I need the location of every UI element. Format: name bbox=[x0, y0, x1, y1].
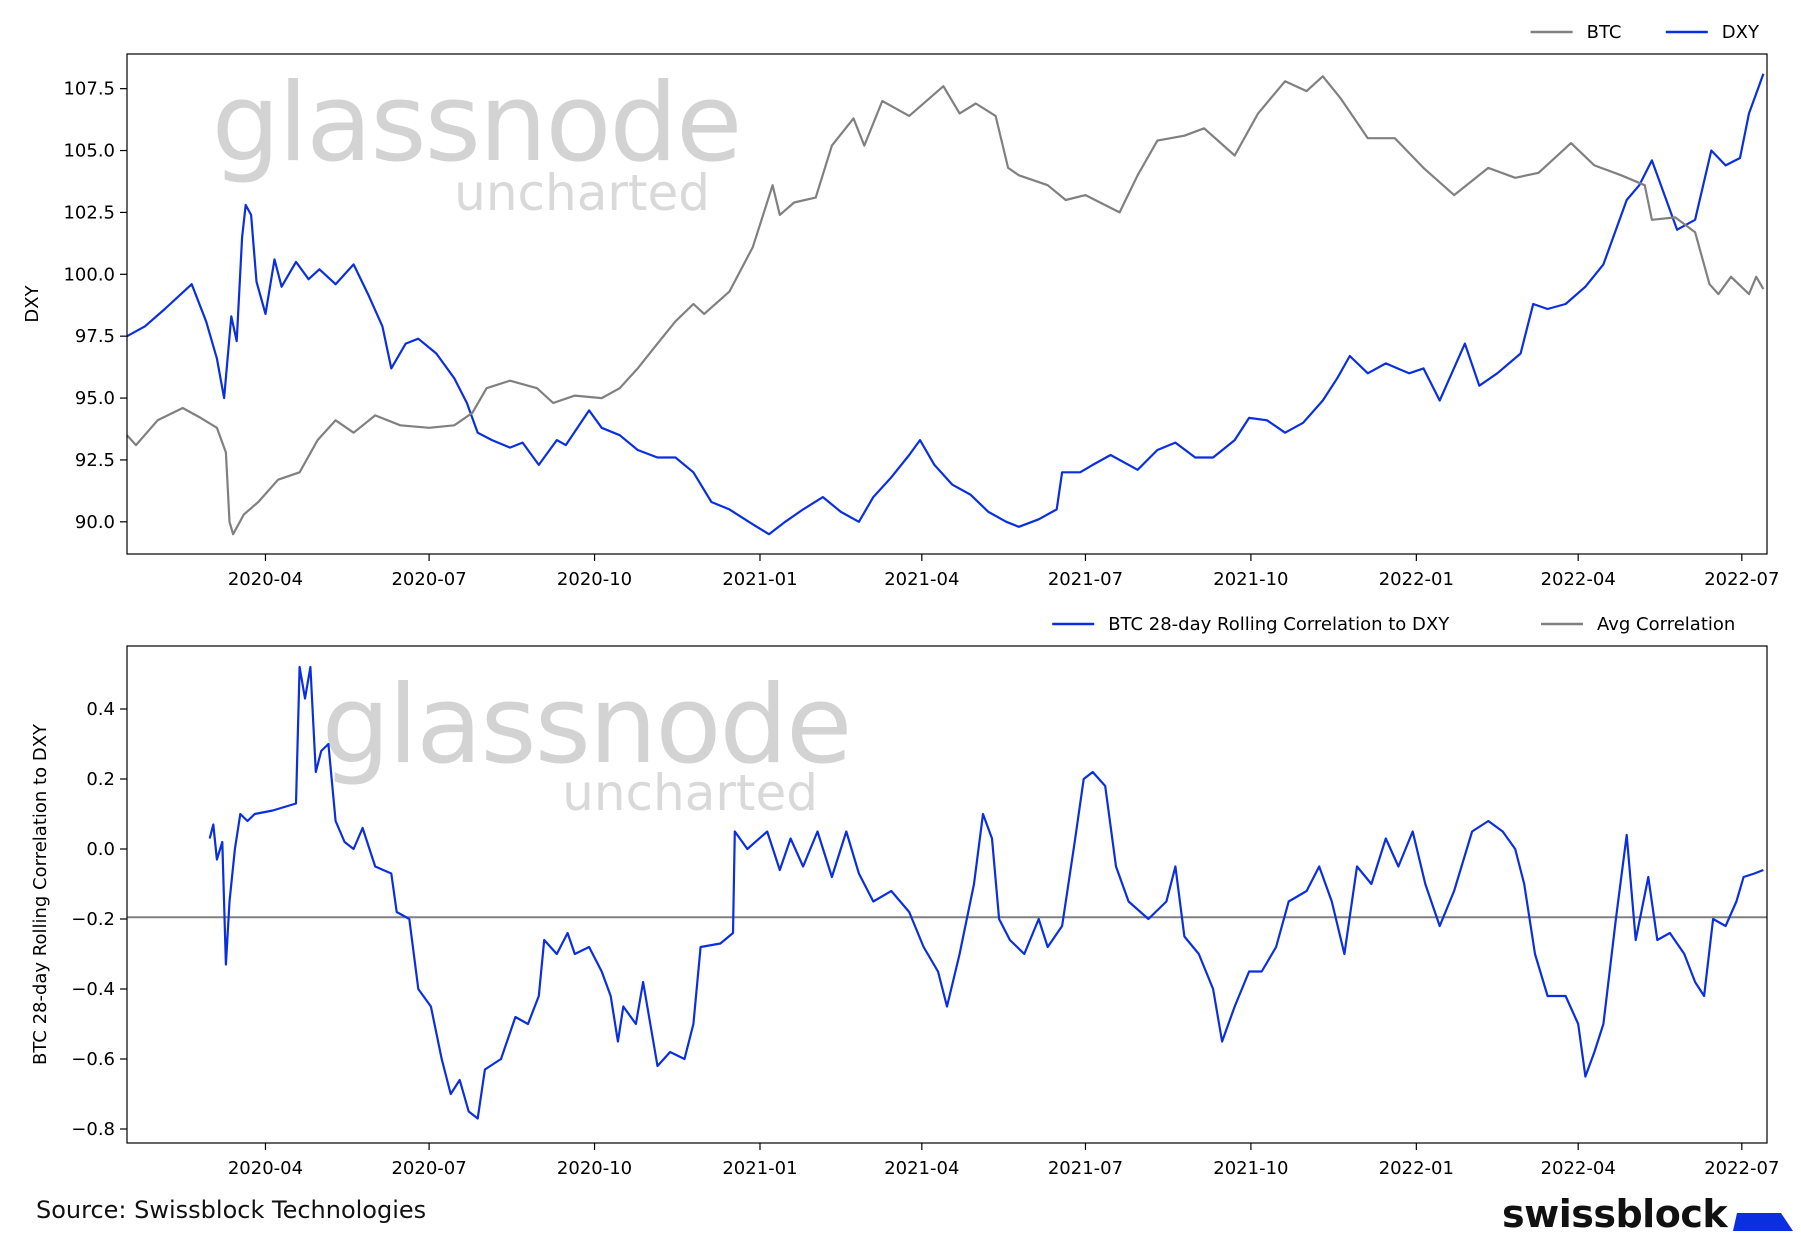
source-note: Source: Swissblock Technologies bbox=[36, 1196, 427, 1224]
watermark: glassnode uncharted bbox=[322, 663, 853, 822]
legend-label: DXY bbox=[1722, 22, 1760, 43]
x-tick-label: 2020-07 bbox=[391, 569, 466, 590]
x-tick-label: 2022-01 bbox=[1379, 1158, 1454, 1179]
correlation-chart: glassnode uncharted −0.8 −0.6 −0.4 −0.2 0.0 0… bbox=[30, 614, 1779, 1179]
y-tick-label: −0.2 bbox=[71, 909, 115, 930]
y-tick-label: 97.5 bbox=[75, 326, 115, 347]
legend-label: BTC bbox=[1587, 22, 1622, 43]
y-axis-label: BTC 28-day Rolling Correlation to DXY bbox=[30, 723, 51, 1065]
x-tick-label: 2020-04 bbox=[228, 1158, 303, 1179]
x-axis: 2020-04 2020-07 2020-10 2021-01 2021-04 2021-… bbox=[228, 1143, 1779, 1179]
legend: Avg Correlation BTC 28-day Rolling Correl… bbox=[1052, 614, 1735, 635]
plot-frame bbox=[126, 53, 1768, 555]
series-layer bbox=[208, 665, 1764, 1120]
y-tick-label: −0.4 bbox=[71, 979, 115, 1000]
dxy-btc-chart: glassnode uncharted 90.0 92.5 95.0 97.5 100.… bbox=[22, 22, 1779, 590]
x-tick-label: 2022-04 bbox=[1541, 569, 1616, 590]
watermark-uncharted: uncharted bbox=[562, 764, 818, 822]
x-tick-label: 2022-04 bbox=[1541, 1158, 1616, 1179]
x-tick-label: 2020-10 bbox=[557, 1158, 632, 1179]
series-layer bbox=[126, 73, 1765, 536]
x-tick-label: 2021-01 bbox=[722, 1158, 797, 1179]
x-tick-label: 2021-10 bbox=[1213, 1158, 1288, 1179]
brand-logo: swissblock bbox=[1502, 1192, 1728, 1236]
x-tick-label: 2021-01 bbox=[722, 569, 797, 590]
y-tick-label: −0.8 bbox=[71, 1119, 115, 1140]
y-axis-label: DXY bbox=[22, 284, 43, 322]
legend-label: BTC 28-day Rolling Correlation to DXY bbox=[1108, 614, 1450, 635]
watermark-glassnode: glassnode bbox=[212, 61, 741, 186]
x-tick-label: 2021-07 bbox=[1048, 1158, 1123, 1179]
x-tick-label: 2022-07 bbox=[1704, 569, 1779, 590]
x-tick-label: 2022-01 bbox=[1379, 569, 1454, 590]
series-line-dxy bbox=[126, 73, 1765, 536]
y-axis: −0.8 −0.6 −0.4 −0.2 0.0 0.2 0.4 bbox=[71, 699, 127, 1140]
y-tick-label: −0.6 bbox=[71, 1049, 115, 1070]
legend: DXY BTC bbox=[1530, 22, 1760, 43]
x-tick-label: 2020-07 bbox=[391, 1158, 466, 1179]
y-tick-label: 90.0 bbox=[75, 512, 115, 533]
y-tick-label: 100.0 bbox=[63, 264, 115, 285]
x-tick-label: 2020-10 bbox=[557, 569, 632, 590]
series-line-btc bbox=[126, 75, 1765, 536]
y-tick-label: 95.0 bbox=[75, 388, 115, 409]
plot-frame bbox=[126, 645, 1768, 1144]
brand-mark-icon bbox=[1733, 1213, 1793, 1231]
series-line-btc-28-day-rolling-correlation-to-dxy bbox=[208, 665, 1764, 1120]
watermark-glassnode: glassnode bbox=[322, 663, 851, 788]
y-tick-label: 0.0 bbox=[86, 839, 115, 860]
y-tick-label: 92.5 bbox=[75, 450, 115, 471]
x-tick-label: 2021-07 bbox=[1048, 569, 1123, 590]
legend-label: Avg Correlation bbox=[1597, 614, 1735, 635]
x-tick-label: 2021-04 bbox=[884, 1158, 959, 1179]
watermark-uncharted: uncharted bbox=[454, 164, 710, 222]
y-tick-label: 105.0 bbox=[63, 141, 115, 162]
watermark: glassnode uncharted bbox=[212, 61, 743, 222]
x-tick-label: 2021-10 bbox=[1213, 569, 1288, 590]
x-tick-label: 2020-04 bbox=[228, 569, 303, 590]
y-axis: 90.0 92.5 95.0 97.5 100.0 102.5 105.0 107.5 bbox=[63, 79, 127, 533]
x-tick-label: 2022-07 bbox=[1704, 1158, 1779, 1179]
y-tick-label: 102.5 bbox=[63, 202, 115, 223]
x-axis: 2020-04 2020-07 2020-10 2021-01 2021-04 2021-… bbox=[228, 554, 1779, 590]
y-tick-label: 0.2 bbox=[86, 769, 115, 790]
y-tick-label: 0.4 bbox=[86, 699, 115, 720]
y-tick-label: 107.5 bbox=[63, 79, 115, 100]
x-tick-label: 2021-04 bbox=[884, 569, 959, 590]
